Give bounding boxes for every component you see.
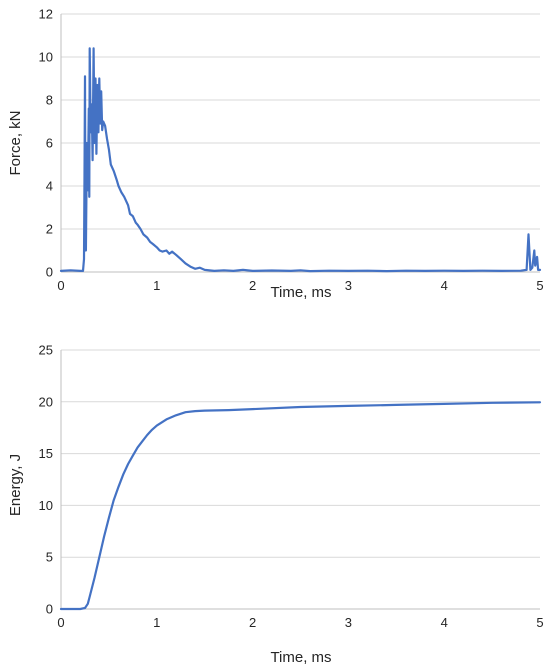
- y-tick-label: 4: [46, 179, 53, 194]
- x-tick-label: 5: [536, 278, 543, 293]
- force-gridlines: [61, 13, 540, 230]
- y-tick-label: 8: [46, 93, 53, 108]
- force-x-axis-title: Time, ms: [270, 284, 331, 301]
- series-line: [59, 47, 542, 273]
- energy-x-axis-title: Time, ms: [270, 649, 331, 666]
- energy-y-axis-title: Energy, J: [7, 454, 24, 516]
- y-tick-label: 2: [46, 222, 53, 237]
- x-tick-label: 0: [57, 615, 64, 630]
- y-tick-label: 25: [39, 343, 53, 358]
- x-tick-label: 3: [345, 615, 352, 630]
- x-tick-label: 3: [345, 278, 352, 293]
- x-tick-label: 4: [441, 278, 448, 293]
- x-tick-label: 4: [441, 615, 448, 630]
- y-tick-label: 20: [39, 394, 53, 409]
- energy-axes: [60, 350, 540, 610]
- x-tick-label: 1: [153, 278, 160, 293]
- y-tick-label: 6: [46, 136, 53, 151]
- energy-tick-labels: 0 5 10 15 20 25 0 1 2 3 4 5: [39, 343, 544, 631]
- x-tick-label: 2: [249, 615, 256, 630]
- x-tick-label: 0: [57, 278, 64, 293]
- y-tick-label: 5: [46, 550, 53, 565]
- y-tick-label: 0: [46, 265, 53, 280]
- y-tick-label: 12: [39, 7, 53, 22]
- series-line: [59, 401, 542, 611]
- y-tick-label: 0: [46, 602, 53, 617]
- energy-gridlines: [61, 349, 540, 558]
- y-tick-label: 15: [39, 446, 53, 461]
- x-tick-label: 1: [153, 615, 160, 630]
- energy-chart: 0 5 10 15 20 25 0 1 2 3 4 5 Time, ms Energy, J: [7, 343, 544, 667]
- force-series: [59, 47, 542, 273]
- force-axes: [60, 14, 540, 273]
- x-tick-label: 5: [536, 615, 543, 630]
- energy-series: [59, 401, 542, 611]
- force-y-axis-title: Force, kN: [7, 110, 24, 175]
- y-tick-label: 10: [39, 50, 53, 65]
- x-tick-label: 2: [249, 278, 256, 293]
- y-tick-label: 10: [39, 498, 53, 513]
